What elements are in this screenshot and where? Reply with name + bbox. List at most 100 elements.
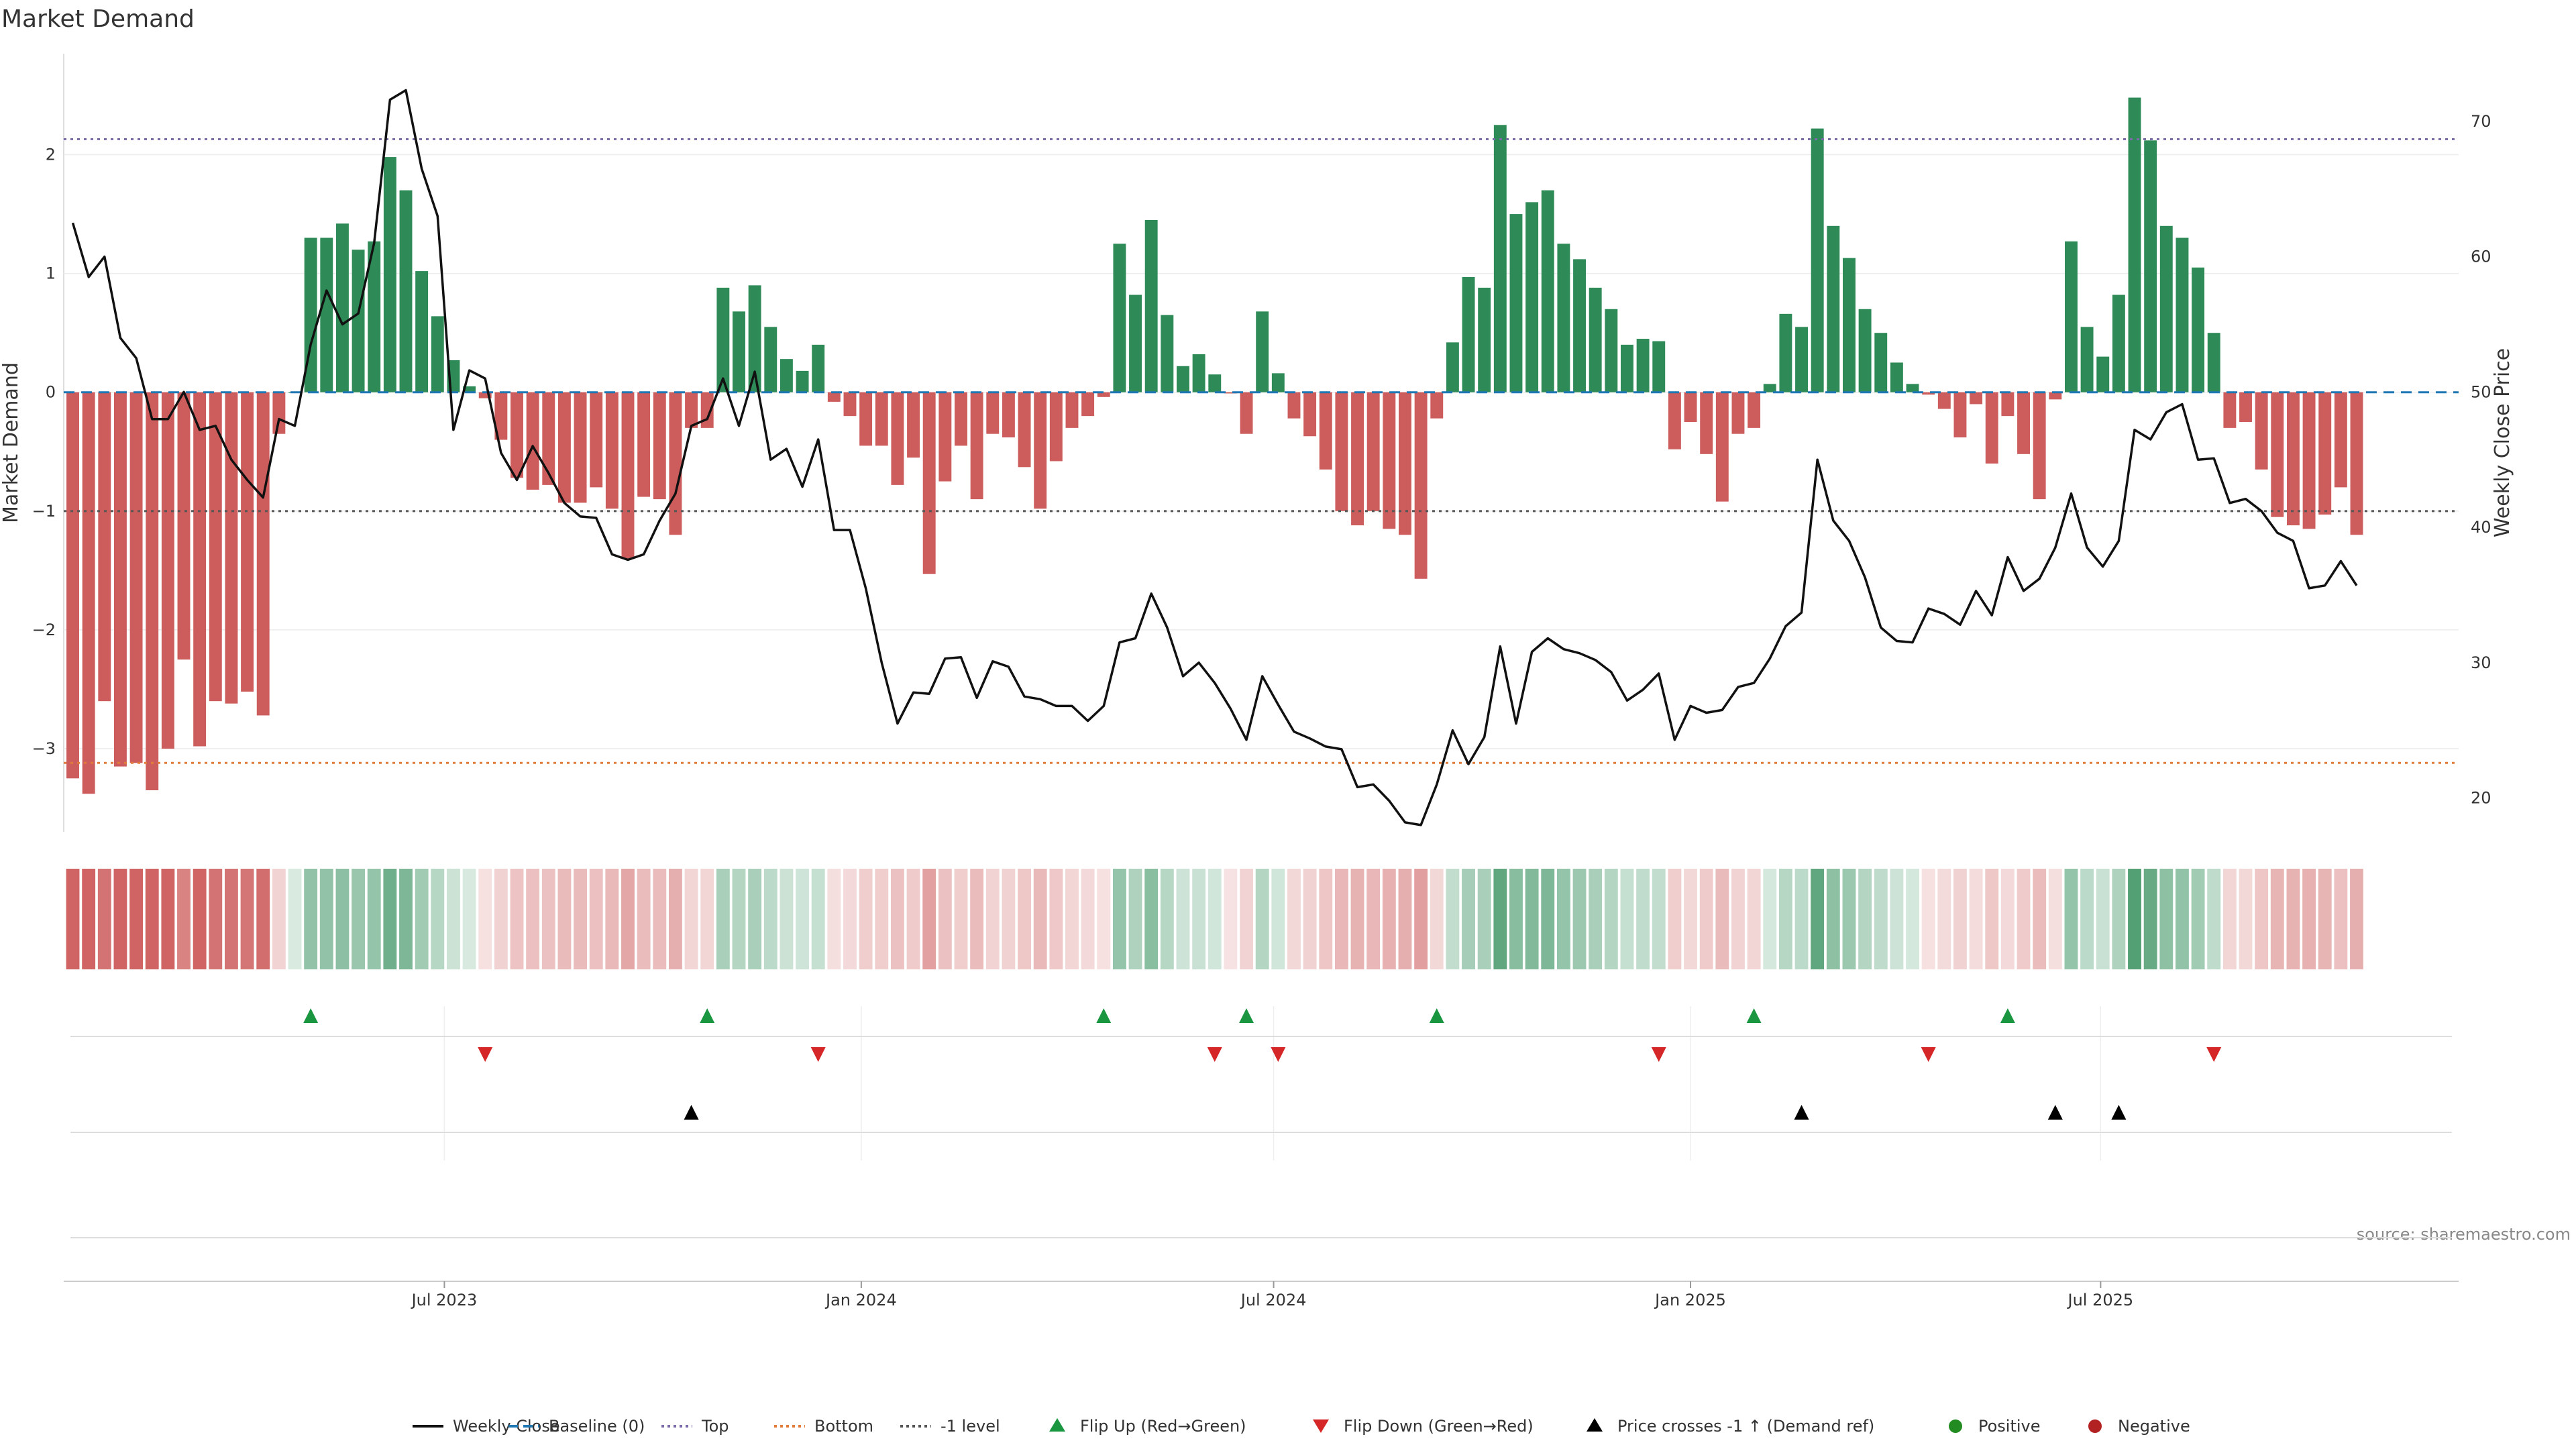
demand-bar <box>1636 339 1650 392</box>
weekly-close-line <box>71 89 2358 826</box>
demand-bar <box>637 392 651 497</box>
legend-label: Baseline (0) <box>549 1417 645 1436</box>
heat-cell <box>1890 869 1904 969</box>
heat-cell <box>1794 869 1809 969</box>
legend-item: Positive <box>1949 1417 2041 1436</box>
demand-bar <box>1731 392 1745 434</box>
demand-bar <box>82 392 95 794</box>
demand-bar <box>938 392 952 482</box>
demand-bar <box>1811 128 1824 392</box>
y2-tick-label: 20 <box>2471 789 2491 808</box>
legend-label: Weekly Close <box>453 1417 560 1436</box>
y2-tick-label: 60 <box>2471 248 2491 266</box>
heat-cell <box>304 869 318 969</box>
demand-bar <box>669 392 682 535</box>
heat-cell <box>843 869 857 969</box>
demand-bar <box>1937 392 1951 409</box>
heat-cell <box>1144 869 1159 969</box>
demand-bar <box>113 392 127 767</box>
demand-bar <box>335 223 349 392</box>
legend-item: -1 level <box>900 1417 1000 1436</box>
heat-cell <box>82 869 96 969</box>
demand-bar <box>1906 384 1919 392</box>
heat-cell <box>1969 869 1983 969</box>
demand-bar <box>1779 313 1792 392</box>
demand-bar <box>161 392 174 749</box>
demand-bar <box>1002 392 1015 438</box>
heat-cell <box>1811 869 1825 969</box>
demand-bar <box>1049 392 1063 462</box>
demand-bar <box>526 392 539 490</box>
heat-cell <box>2128 869 2141 969</box>
legend-item: Baseline (0) <box>508 1417 645 1436</box>
demand-bar <box>605 392 619 509</box>
demand-bar <box>383 157 396 392</box>
heat-cell <box>1081 869 1095 969</box>
heat-cell <box>494 869 508 969</box>
y-tick-label: −2 <box>32 621 56 639</box>
source-note: source: sharemaestro.com <box>2357 1225 2571 1244</box>
heat-cell <box>352 869 366 969</box>
demand-bar <box>1256 311 1269 392</box>
demand-bar <box>241 392 254 692</box>
heat-cell <box>589 869 603 969</box>
demand-bar <box>225 392 238 704</box>
legend-item: Negative <box>2088 1417 2190 1436</box>
demand-bar <box>843 392 857 417</box>
heat-cell <box>510 869 524 969</box>
heat-cell <box>129 869 144 969</box>
demand-bar <box>1335 392 1348 511</box>
y-tick-label: 2 <box>46 146 56 164</box>
price-cross-marker <box>2111 1105 2127 1120</box>
heat-cell <box>2318 869 2332 969</box>
demand-bar <box>1018 392 1031 468</box>
flip-up-marker <box>1096 1008 1112 1023</box>
demand-bar <box>431 316 444 392</box>
heat-cell <box>1049 869 1063 969</box>
heat-cell <box>367 869 381 969</box>
heat-cell <box>1541 869 1555 969</box>
heat-cell <box>2270 869 2284 969</box>
demand-bar <box>1161 315 1174 392</box>
heat-cell <box>1112 869 1126 969</box>
heat-cell <box>177 869 191 969</box>
heat-cell <box>161 869 175 969</box>
heat-cell <box>1747 869 1761 969</box>
heat-cell <box>145 869 159 969</box>
demand-bar <box>748 285 761 392</box>
demand-bar <box>1858 309 1872 392</box>
flip-up-marker <box>1239 1008 1254 1023</box>
flip-up-marker <box>303 1008 319 1023</box>
heat-cell <box>2302 869 2316 969</box>
heat-cell <box>1303 869 1317 969</box>
demand-bar <box>129 392 143 763</box>
y-axis-label: Market Demand <box>0 362 23 523</box>
demand-bar <box>1827 225 1840 392</box>
heat-cell <box>1382 869 1396 969</box>
demand-bar <box>2080 327 2094 392</box>
heat-cell <box>1985 869 1999 969</box>
demand-bar <box>193 392 207 747</box>
demand-bar <box>812 344 825 392</box>
heat-cell <box>2143 869 2157 969</box>
demand-bar <box>1573 259 1586 392</box>
heat-cell <box>1065 869 1079 969</box>
demand-bar <box>1684 392 1697 423</box>
demand-bar <box>463 386 476 392</box>
heat-cell <box>970 869 984 969</box>
demand-bar <box>1985 392 1998 464</box>
heat-cell <box>1430 869 1444 969</box>
demand-bar <box>1795 327 1808 392</box>
demand-bar <box>1509 214 1523 392</box>
heat-cell <box>668 869 682 969</box>
heat-cell <box>2033 869 2047 969</box>
demand-bar <box>2286 392 2300 526</box>
heat-cell <box>1731 869 1745 969</box>
demand-bar <box>1192 354 1205 392</box>
heat-cell <box>1858 869 1872 969</box>
demand-bar <box>478 392 492 398</box>
demand-bar <box>1715 392 1729 502</box>
price-cross-marker <box>684 1105 699 1120</box>
legend-swatch <box>2088 1419 2102 1433</box>
legend-swatch <box>1949 1419 1962 1433</box>
